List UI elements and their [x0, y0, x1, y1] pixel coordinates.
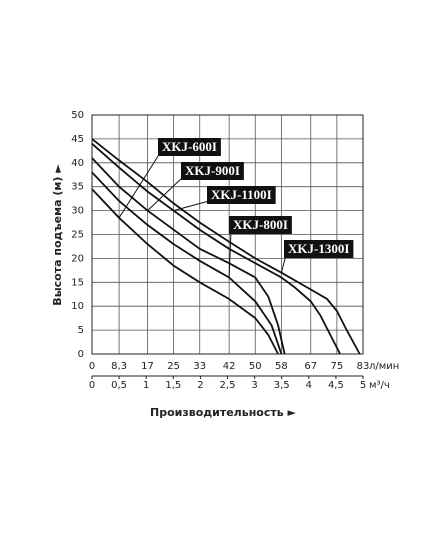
x-tick-label: 8,3 [111, 361, 127, 372]
curve [91, 188, 279, 355]
legend-label: XKJ-800I [233, 217, 288, 232]
y-tick-label: 45 [71, 134, 84, 145]
leader-line [147, 176, 184, 211]
legend-label: XKJ-1300I [288, 241, 349, 256]
x-tick-label: 75 [331, 361, 344, 372]
leader-line [173, 200, 210, 212]
x2-tick-label: 4,5 [328, 380, 344, 391]
curve [91, 143, 341, 355]
y-tick-label: 5 [78, 325, 84, 336]
x-tick-label: 17 [141, 361, 154, 372]
curve [91, 157, 286, 355]
y-tick-label: 40 [71, 158, 84, 169]
x-tick-label: 83 [357, 361, 370, 372]
y-tick-label: 50 [71, 110, 84, 121]
x2-tick-label: 1 [143, 380, 149, 391]
x-tick-label: 42 [223, 361, 236, 372]
legend-box [207, 186, 276, 204]
x2-tick-label: 2,5 [220, 380, 236, 391]
x2-tick-label: 0,5 [111, 380, 127, 391]
x2-tick-label: 0 [89, 380, 95, 391]
legend-box [158, 138, 221, 156]
curve [91, 171, 283, 355]
x2-tick-label: 1,5 [165, 380, 181, 391]
x-unit: л/мин [369, 361, 399, 372]
y-tick-label: 35 [71, 182, 84, 193]
y-tick-label: 0 [78, 349, 84, 360]
x2-tick-label: 3 [251, 380, 257, 391]
legend-box [229, 216, 292, 234]
y-tick-label: 15 [71, 277, 84, 288]
legend-label: XKJ-900I [185, 163, 240, 178]
x-tick-label: 25 [167, 361, 180, 372]
y-tick-label: 10 [71, 301, 84, 312]
y-tick-label: 20 [71, 253, 84, 264]
legend-label: XKJ-600I [162, 139, 217, 154]
x-axis-title: Производительность ► [150, 406, 297, 419]
x-tick-label: 0 [89, 361, 95, 372]
leader-line [228, 230, 232, 278]
x-tick-label: 67 [304, 361, 317, 372]
y-tick-label: 30 [71, 206, 84, 217]
y-tick-label: 25 [71, 230, 84, 241]
legend-box [284, 240, 354, 258]
x2-tick-label: 2 [197, 380, 203, 391]
legend-box [181, 162, 244, 180]
x2-unit: м³/ч [369, 380, 390, 391]
x-tick-label: 33 [193, 361, 206, 372]
x2-tick-label: 5 [360, 380, 366, 391]
y-axis-title: Высота подъема (м) ► [51, 164, 64, 306]
x-tick-label: 50 [249, 361, 262, 372]
x2-tick-label: 3,5 [274, 380, 290, 391]
x2-tick-label: 4 [306, 380, 312, 391]
curve [91, 138, 361, 355]
legend-label: XKJ-1100I [211, 187, 272, 202]
x-tick-label: 58 [275, 361, 288, 372]
leader-line [118, 152, 161, 219]
plot-border [91, 114, 364, 355]
